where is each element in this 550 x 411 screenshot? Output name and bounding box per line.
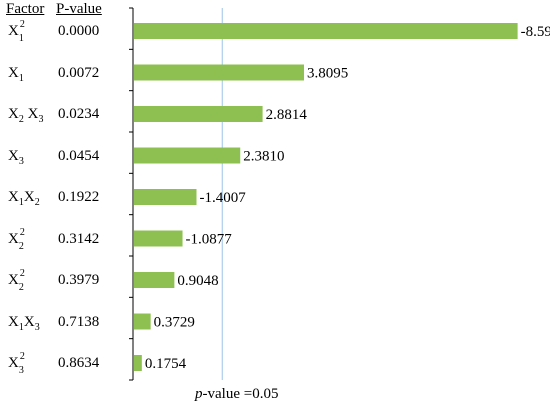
pvalue-label: 0.0000 [58,23,100,39]
bar-value-label: 0.9048 [177,273,218,289]
factor-subscript: 3 [18,365,24,376]
factor-superscript: 2 [19,19,25,30]
pvalue-label: 0.0234 [58,106,100,122]
bar [134,355,142,371]
bar-value-label: 3.8095 [307,66,348,82]
pvalue-label: 0.0454 [58,147,100,164]
bar-value-label: -8.5965 [521,24,550,40]
factor-superscript: 2 [19,268,25,279]
factor-subscript: 1 [18,33,24,44]
pvalue-header: P-value [56,1,102,17]
factor-superscript: 2 [19,226,25,238]
factor-base: X [8,147,19,164]
factor-label: X1 [8,64,24,84]
factor-base: X [23,189,35,205]
factor-base: X [8,23,19,39]
factor-subscript: 2 [18,240,24,252]
factor-label: X1X2 [8,189,40,208]
factor-subscript: 3 [38,114,44,125]
factor-base: X [8,106,19,122]
reference-label-rest: -value =0.05 [202,386,279,402]
factor-subscript: 3 [18,155,24,167]
pvalue-label: 0.7138 [58,313,100,330]
factor-label: X1X3 [8,313,40,333]
bar-value-label: 2.3810 [243,149,284,165]
factor-subscript: 1 [18,321,24,333]
factor-base: X [23,106,39,122]
bar [134,313,151,330]
factor-subscript: 2 [18,282,24,293]
factor-base: X [8,313,19,330]
factor-subscript: 1 [18,72,24,84]
factor-subscript: 2 [34,197,40,208]
factor-subscript: 2 [18,114,24,125]
bar-value-label: 0.3729 [154,315,195,331]
pvalue-label: 0.3142 [58,230,100,247]
factor-base: X [8,230,19,247]
bar [134,106,263,122]
factor-subscript: 1 [18,197,24,208]
factor-base: X [8,355,19,371]
pvalue-label: 0.3979 [58,272,100,288]
bar [134,64,304,81]
factor-label: X3 [8,147,24,167]
bar [134,189,197,205]
factor-base: X [8,272,19,288]
bar [134,23,518,39]
reference-line-label: p-value =0.05 [195,386,278,403]
bar-value-label: -1.0877 [186,232,233,248]
factor-header: Factor [6,1,45,17]
pvalue-label: 0.0072 [58,64,100,81]
bar [134,272,175,288]
pvalue-label: 0.8634 [58,355,100,371]
factor-superscript: 2 [19,351,25,362]
factor-base: X [23,313,35,330]
factor-base: X [8,189,19,205]
bar-value-label: 0.1754 [145,356,187,372]
bar-value-label: 2.8814 [266,107,308,123]
bar [134,230,183,247]
pvalue-label: 0.1922 [58,189,100,205]
factor-base: X [8,64,19,81]
bar-value-label: -1.4007 [200,190,247,206]
reference-label-p: p [195,386,203,402]
factor-subscript: 3 [34,321,40,333]
bar [134,147,241,164]
factor-label: X2 X3 [8,106,44,125]
